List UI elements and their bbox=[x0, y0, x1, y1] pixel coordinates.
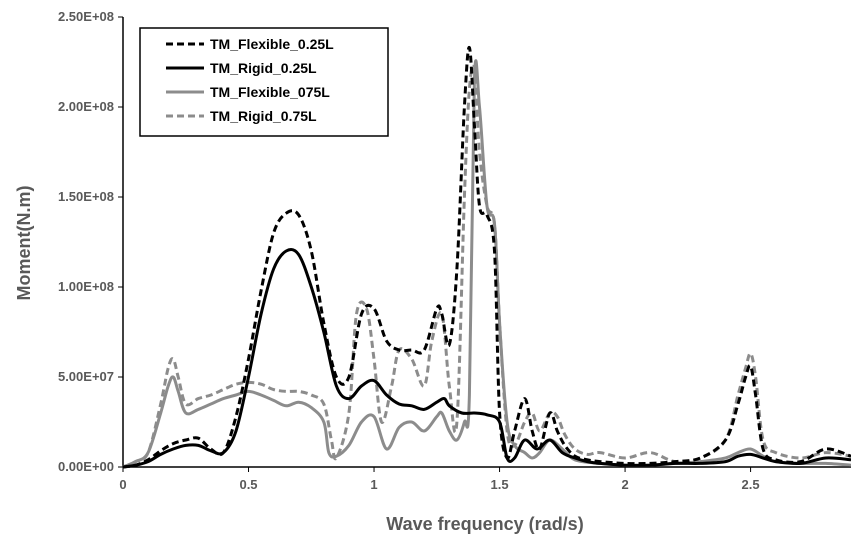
series-line-0 bbox=[122, 46, 851, 469]
tick-labels: 0.00E+00 5.00E+07 1.00E+08 1.50E+08 2.00E+08… bbox=[58, 9, 760, 492]
x-axis-title: Wave frequency (rad/s) bbox=[386, 514, 583, 534]
legend-label: TM_Rigid_0.25L bbox=[210, 60, 317, 76]
legend-label: TM_Rigid_0.75L bbox=[210, 108, 317, 124]
x-tick-label: 0.5 bbox=[239, 477, 257, 492]
y-tick-label: 1.50E+08 bbox=[58, 189, 114, 204]
legend-box bbox=[139, 27, 389, 137]
axes bbox=[122, 17, 851, 468]
y-tick-label: 2.00E+08 bbox=[58, 99, 114, 114]
legend-label: TM_Flexible_0.25L bbox=[210, 36, 334, 52]
x-tick-label: 0 bbox=[119, 477, 126, 492]
y-tick-label: 5.00E+07 bbox=[58, 369, 114, 384]
legend: TM_Flexible_0.25L TM_Rigid_0.25L TM_Flexib… bbox=[139, 27, 389, 137]
y-tick-label: 2.50E+08 bbox=[58, 9, 114, 24]
series-line-3 bbox=[122, 64, 851, 469]
series-layer bbox=[122, 46, 851, 469]
y-tick-label: 0.00E+00 bbox=[58, 459, 114, 474]
series-line-1 bbox=[122, 248, 851, 469]
x-tick-label: 2.5 bbox=[742, 477, 760, 492]
y-tick-label: 1.00E+08 bbox=[58, 279, 114, 294]
x-tick-label: 1 bbox=[370, 477, 377, 492]
x-tick-label: 1.5 bbox=[491, 477, 509, 492]
y-axis-title: Moment(N.m) bbox=[14, 186, 34, 301]
legend-label: TM_Flexible_075L bbox=[210, 84, 330, 100]
x-tick-label: 2 bbox=[621, 477, 628, 492]
